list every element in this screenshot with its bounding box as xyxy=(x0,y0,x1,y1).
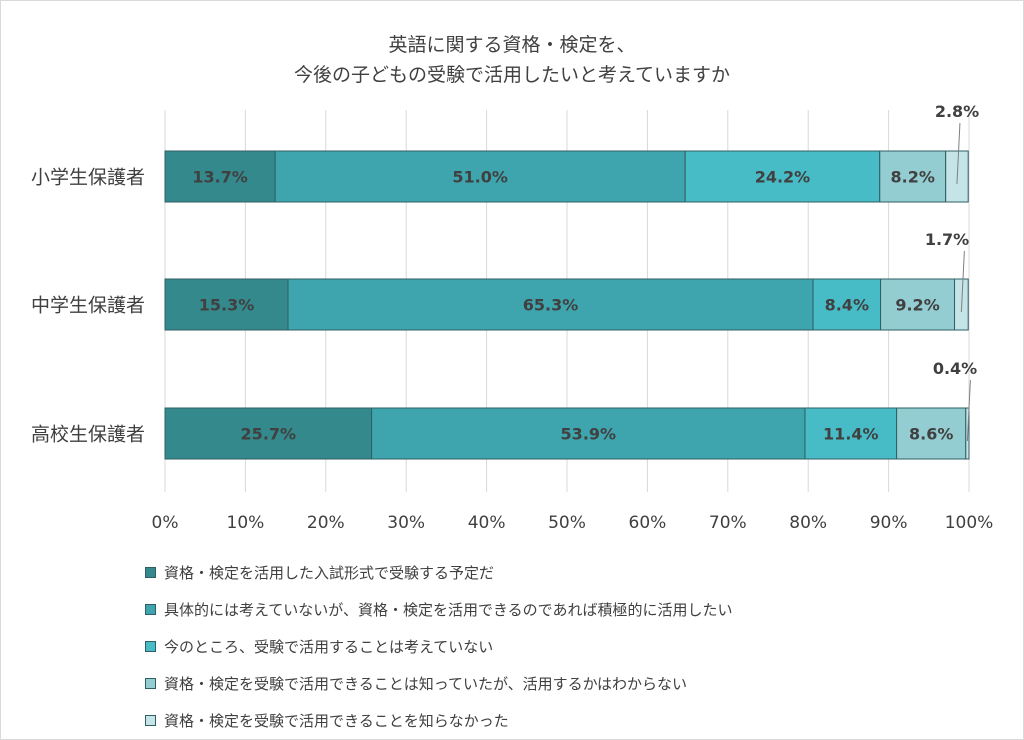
x-tick-label: 30% xyxy=(387,513,425,533)
category-label: 高校生保護者 xyxy=(31,424,145,446)
bar-segment xyxy=(880,278,956,331)
data-label: 8.2% xyxy=(891,168,935,187)
chart-title-line-1: 英語に関する資格・検定を、 xyxy=(388,34,636,56)
legend-label: 資格・検定を活用した入試形式で受験する予定だ xyxy=(164,564,495,582)
bar-segment xyxy=(896,407,967,460)
leader-line xyxy=(960,250,965,313)
legend-label: 具体的には考えていないが、資格・検定を活用できるのであれば積極的に活用したい xyxy=(164,601,733,619)
legend-item: 今のところ、受験で活用することは考えていない xyxy=(145,628,1005,665)
x-tick-label: 70% xyxy=(709,513,747,533)
bar-segment xyxy=(812,278,882,331)
data-label: 13.7% xyxy=(192,168,248,187)
chart-legend: 資格・検定を活用した入試形式で受験する予定だ具体的には考えていないが、資格・検定… xyxy=(145,554,1005,739)
chart-title-line-2: 今後の子どもの受験で活用したいと考えていますか xyxy=(293,64,731,86)
data-label: 25.7% xyxy=(241,425,297,444)
data-label: 65.3% xyxy=(523,296,579,315)
legend-item: 資格・検定を活用した入試形式で受験する予定だ xyxy=(145,554,1005,591)
bar-segment xyxy=(287,278,814,331)
x-tick-label: 40% xyxy=(468,513,506,533)
category-label: 小学生保護者 xyxy=(31,167,145,189)
x-tick-label: 50% xyxy=(548,513,586,533)
leader-line xyxy=(956,122,961,185)
data-label: 1.7% xyxy=(925,230,969,249)
legend-label: 資格・検定を受験で活用できることは知っていたが、活用するかはわからない xyxy=(164,675,688,693)
legend-swatch xyxy=(145,604,156,615)
legend-item: 資格・検定を受験で活用できることは知っていたが、活用するかはわからない xyxy=(145,665,1005,702)
legend-item: 資格・検定を受験で活用できることを知らなかった xyxy=(145,702,1005,739)
data-label: 8.6% xyxy=(909,425,953,444)
x-tick-label: 60% xyxy=(629,513,667,533)
data-label: 24.2% xyxy=(755,168,811,187)
data-label: 51.0% xyxy=(452,168,508,187)
data-label: 8.4% xyxy=(825,296,869,315)
bar-segment xyxy=(879,150,947,203)
legend-swatch xyxy=(145,567,156,578)
bar-segment xyxy=(274,150,686,203)
x-tick-label: 80% xyxy=(789,513,827,533)
chart-title: 英語に関する資格・検定を、 今後の子どもの受験で活用したいと考えていますか xyxy=(0,30,1024,90)
legend-swatch xyxy=(145,678,156,689)
bar-segment xyxy=(371,407,806,460)
x-tick-label: 0% xyxy=(152,513,179,533)
legend-swatch xyxy=(145,715,156,726)
data-label: 0.4% xyxy=(933,359,977,378)
bar-segment xyxy=(804,407,898,460)
legend-label: 資格・検定を受験で活用できることを知らなかった xyxy=(164,712,509,730)
data-label: 2.8% xyxy=(935,102,979,121)
x-tick-label: 100% xyxy=(945,513,994,533)
legend-item: 具体的には考えていないが、資格・検定を活用できるのであれば積極的に活用したい xyxy=(145,591,1005,628)
bar-segment xyxy=(164,407,373,460)
bar-segment xyxy=(684,150,881,203)
data-label: 15.3% xyxy=(199,296,255,315)
legend-swatch xyxy=(145,641,156,652)
category-label: 中学生保護者 xyxy=(31,295,145,317)
legend-label: 今のところ、受験で活用することは考えていない xyxy=(164,638,494,656)
data-label: 53.9% xyxy=(561,425,617,444)
leader-line xyxy=(966,379,971,442)
x-tick-label: 90% xyxy=(870,513,908,533)
data-label: 9.2% xyxy=(895,296,939,315)
x-tick-label: 10% xyxy=(227,513,265,533)
bar-segment xyxy=(164,150,276,203)
data-label: 11.4% xyxy=(823,425,879,444)
bar-segment xyxy=(164,278,289,331)
x-tick-label: 20% xyxy=(307,513,345,533)
